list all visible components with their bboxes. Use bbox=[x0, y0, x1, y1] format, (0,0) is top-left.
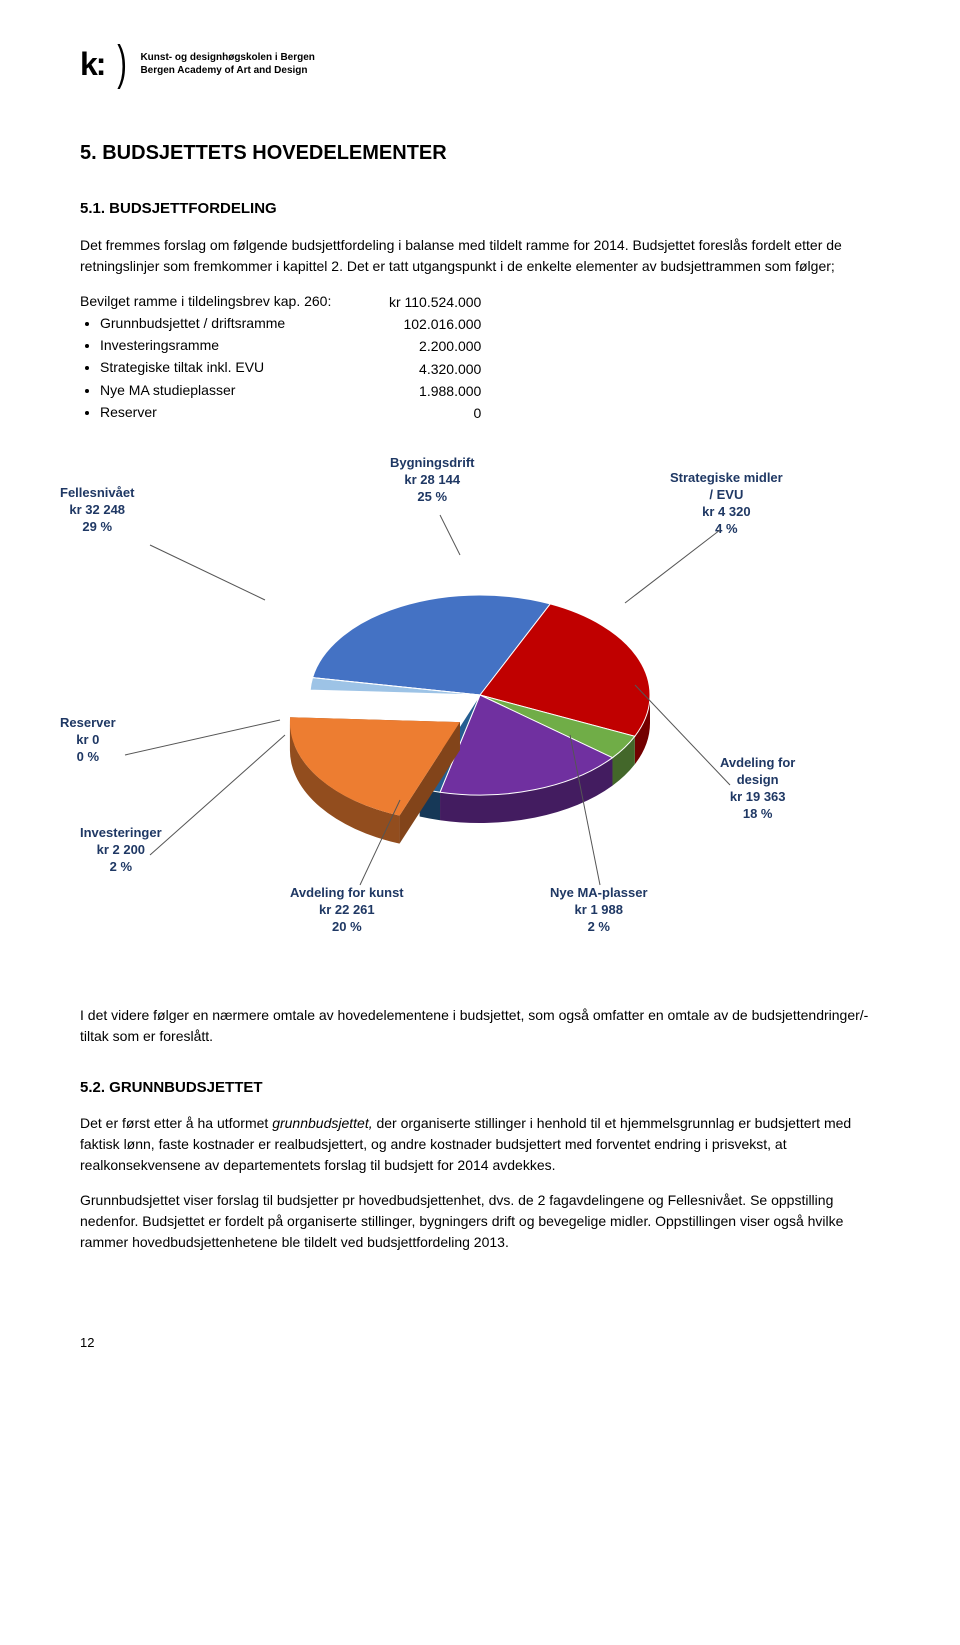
pie-label: Nye MA-plasserkr 1 9882 % bbox=[550, 885, 648, 936]
pie-label: Reserverkr 00 % bbox=[60, 715, 116, 766]
budget-item-label: Strategiske tiltak inkl. EVU bbox=[100, 356, 331, 378]
budget-item-value: 102.016.000 bbox=[371, 313, 481, 335]
heading-main: 5. BUDSJETTETS HOVEDELEMENTER bbox=[80, 138, 880, 168]
pie-label: Investeringerkr 2 2002 % bbox=[80, 825, 162, 876]
budget-item-label: Investeringsramme bbox=[100, 334, 331, 356]
budget-intro-value: kr 110.524.000 bbox=[371, 291, 481, 313]
para-5-1-a: Det fremmes forslag om følgende budsjett… bbox=[80, 235, 880, 277]
budget-item-value: 2.200.000 bbox=[371, 335, 481, 357]
para-5-2-b: Grunnbudsjettet viser forslag til budsje… bbox=[80, 1190, 880, 1253]
logo-text: Kunst- og designhøgskolen i Bergen Berge… bbox=[140, 51, 314, 77]
page-number: 12 bbox=[80, 1333, 880, 1353]
para-mid: I det videre følger en nærmere omtale av… bbox=[80, 1005, 880, 1047]
logo-block: k: ) Kunst- og designhøgskolen i Bergen … bbox=[80, 40, 880, 88]
budget-item-value: 4.320.000 bbox=[371, 358, 481, 380]
pie-label: Avdeling for kunstkr 22 26120 % bbox=[290, 885, 404, 936]
budget-intro-label: Bevilget ramme i tildelingsbrev kap. 260… bbox=[80, 291, 331, 312]
pie-label: Avdeling fordesignkr 19 36318 % bbox=[720, 755, 795, 823]
pie-label: Strategiske midler/ EVUkr 4 3204 % bbox=[670, 470, 783, 538]
heading-5-1: 5.1. BUDSJETTFORDELING bbox=[80, 198, 880, 221]
budget-item-value: 0 bbox=[371, 402, 481, 424]
budget-item-value: 1.988.000 bbox=[371, 380, 481, 402]
budget-item-label: Reserver bbox=[100, 401, 331, 423]
pie-svg bbox=[270, 545, 690, 885]
heading-5-2: 5.2. GRUNNBUDSJETTET bbox=[80, 1077, 880, 1100]
logo-paren-icon: ) bbox=[118, 45, 128, 83]
para-5-2-a: Det er først etter å ha utformet grunnbu… bbox=[80, 1113, 880, 1176]
logo-line1: Kunst- og designhøgskolen i Bergen bbox=[140, 51, 314, 64]
pie-label: Bygningsdriftkr 28 14425 % bbox=[390, 455, 475, 506]
budget-list: Bevilget ramme i tildelingsbrev kap. 260… bbox=[80, 291, 880, 425]
logo-mark: k: bbox=[80, 40, 104, 88]
budget-item-label: Grunnbudsjettet / driftsramme bbox=[100, 312, 331, 334]
logo-line2: Bergen Academy of Art and Design bbox=[140, 64, 314, 77]
para-52a-em: grunnbudsjettet, bbox=[272, 1115, 372, 1131]
pie-label: Fellesnivåetkr 32 24829 % bbox=[60, 485, 134, 536]
pie-chart: Fellesnivåetkr 32 24829 %Bygningsdriftkr… bbox=[80, 455, 880, 975]
budget-item-label: Nye MA studieplasser bbox=[100, 379, 331, 401]
para-52a-pre: Det er først etter å ha utformet bbox=[80, 1115, 272, 1131]
